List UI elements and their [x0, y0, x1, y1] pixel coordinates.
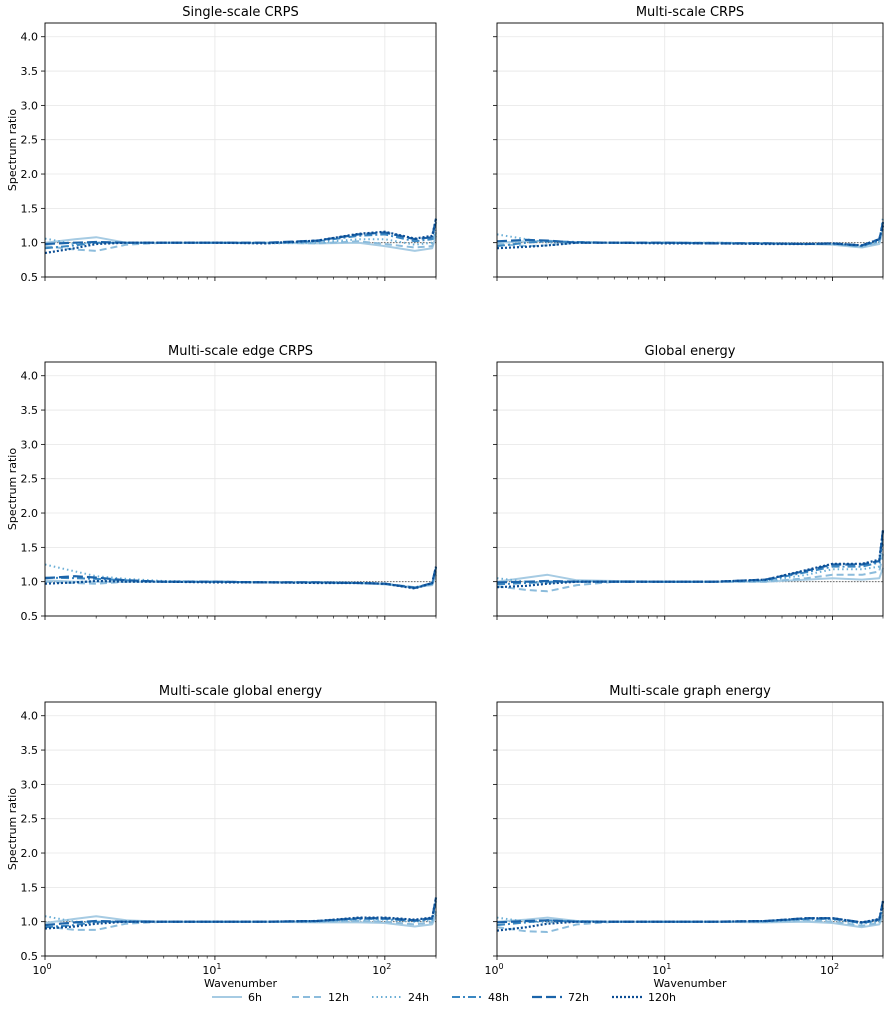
y-tick-label: 4.0 [21, 710, 39, 723]
y-tick-label: 3.0 [21, 99, 39, 112]
x-tick-base: 10 [820, 964, 834, 977]
x-tick-label: 100 [32, 962, 51, 977]
y-tick-label: 2.0 [21, 847, 39, 860]
panel-title: Multi-scale edge CRPS [168, 344, 313, 359]
y-axis-label: Spectrum ratio [6, 109, 19, 191]
plot-frame [496, 701, 884, 957]
x-tick-base: 10 [372, 964, 386, 977]
panel-0: 0.5 1.0 1.5 2.0 2.5 3.0 3.5 4.0 Single-scale CRP… [6, 5, 438, 284]
y-tick-label: 3.5 [21, 65, 39, 78]
legend-label: 120h [648, 991, 676, 1004]
x-tick-exp: 2 [386, 962, 391, 971]
x-tick-exp: 1 [216, 962, 221, 971]
y-tick-label: 1.5 [21, 541, 39, 554]
panel-title: Multi-scale graph energy [609, 684, 771, 699]
plot-frame [496, 361, 884, 617]
legend-label: 72h [568, 991, 589, 1004]
legend-label: 24h [408, 991, 429, 1004]
x-tick-label: 102 [820, 962, 839, 977]
y-axis-label: Spectrum ratio [6, 788, 19, 870]
y-tick-label: 0.5 [21, 271, 39, 284]
y-tick-label: 2.0 [21, 168, 39, 181]
series-line-120h [44, 566, 438, 590]
panel-title: Multi-scale global energy [159, 684, 322, 699]
y-tick-label: 4.0 [21, 31, 39, 44]
series-line-120h [44, 218, 438, 255]
y-tick-label: 2.5 [21, 473, 39, 486]
series-line-120h [496, 900, 885, 932]
panel-title: Global energy [645, 344, 736, 359]
y-tick-label: 1.0 [21, 576, 39, 589]
panel-1: Multi-scale CRPS [493, 5, 885, 281]
x-tick-base: 10 [652, 964, 666, 977]
panel-2: 0.5 1.0 1.5 2.0 2.5 3.0 3.5 4.0 Multi-scale edge… [6, 344, 438, 623]
x-tick-base: 10 [202, 964, 216, 977]
series-line-12h [496, 553, 884, 593]
series-line-72h [496, 530, 885, 584]
series-line-120h [496, 225, 885, 250]
x-tick-exp: 0 [498, 962, 503, 971]
x-tick-label: 102 [372, 962, 391, 977]
x-tick-exp: 2 [834, 962, 839, 971]
y-tick-label: 1.5 [21, 881, 39, 894]
legend: 6h 12h 24h 48h 72h 120h [212, 991, 676, 1004]
series-line-48h [496, 536, 884, 586]
y-tick-label: 1.0 [21, 916, 39, 929]
y-tick-label: 0.5 [21, 610, 39, 623]
y-tick-label: 0.5 [21, 950, 39, 963]
series-line-24h [496, 907, 884, 925]
legend-label: 48h [488, 991, 509, 1004]
x-tick-base: 10 [484, 964, 498, 977]
y-tick-label: 3.5 [21, 404, 39, 417]
x-tick-label: 100 [484, 962, 503, 977]
plot-frame [44, 701, 437, 957]
plot-frame [44, 22, 437, 278]
plot-frame [496, 22, 884, 278]
y-tick-label: 4.0 [21, 370, 39, 383]
plot-frame [44, 361, 437, 617]
series-line-24h [496, 543, 884, 584]
y-axis-label: Spectrum ratio [6, 448, 19, 530]
series-line-120h [44, 897, 438, 930]
series-line-72h [44, 566, 438, 589]
x-tick-exp: 1 [666, 962, 671, 971]
y-tick-label: 2.5 [21, 134, 39, 147]
panel-3: Global energy [493, 344, 885, 620]
x-tick-label: 101 [652, 962, 671, 977]
y-tick-label: 2.0 [21, 507, 39, 520]
series-line-72h [44, 897, 438, 927]
y-tick-label: 3.5 [21, 744, 39, 757]
x-tick-base: 10 [32, 964, 46, 977]
x-tick-exp: 0 [46, 962, 51, 971]
x-tick-label: 101 [202, 962, 221, 977]
panel-title: Multi-scale CRPS [636, 5, 744, 20]
y-tick-label: 3.0 [21, 438, 39, 451]
x-axis-label: Wavenumber [204, 977, 278, 990]
y-tick-label: 2.5 [21, 813, 39, 826]
x-axis-label: Wavenumber [653, 977, 727, 990]
y-tick-label: 1.0 [21, 237, 39, 250]
legend-label: 6h [248, 991, 262, 1004]
series-line-12h [496, 911, 884, 933]
panel-title: Single-scale CRPS [182, 5, 299, 20]
legend-label: 12h [328, 991, 349, 1004]
y-tick-label: 3.0 [21, 778, 39, 791]
y-tick-label: 1.5 [21, 202, 39, 215]
